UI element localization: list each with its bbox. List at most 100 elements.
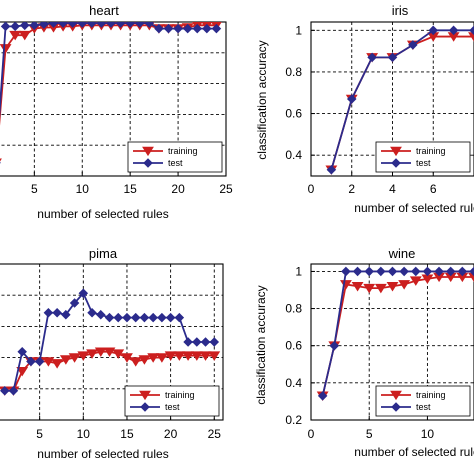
data-point-test <box>163 23 174 34</box>
data-point-test <box>445 266 456 277</box>
legend: training test <box>124 385 220 417</box>
data-point-training <box>42 357 55 367</box>
data-point-training <box>86 349 98 359</box>
data-point-training <box>138 355 151 365</box>
legend-marker-training <box>142 146 154 157</box>
x-tick-label: 10 <box>421 427 435 441</box>
data-point-test <box>192 337 202 347</box>
x-tick-label: 2 <box>348 182 355 196</box>
chart-pima: 5 10 15 20 25 pima number of selected rules tra… <box>0 246 224 461</box>
x-tick-label: 15 <box>120 427 134 441</box>
x-axis-label: number of selected rules <box>354 445 474 459</box>
data-point-training <box>468 272 474 283</box>
data-point-training <box>363 283 376 294</box>
data-point-training <box>51 359 64 369</box>
chart-title: heart <box>89 3 119 18</box>
data-point-training <box>0 158 2 162</box>
y-tick-label: 0.8 <box>285 65 302 79</box>
y-tick-label: 0.6 <box>285 339 302 353</box>
data-point-test <box>17 346 27 357</box>
y-axis-label: classification accuracy <box>254 285 268 404</box>
data-point-training <box>398 280 411 290</box>
data-point-test <box>399 266 409 277</box>
legend-marker-training <box>390 146 402 157</box>
plot-frame <box>0 263 224 421</box>
plot-frame <box>310 263 474 421</box>
x-tick-label: 5 <box>36 427 43 441</box>
x-tick-label: 25 <box>208 427 222 441</box>
data-point-test <box>96 22 107 28</box>
y-tick-label: 1 <box>295 23 302 37</box>
x-tick-label: 5 <box>366 427 373 441</box>
data-point-test <box>182 23 193 34</box>
x-tick-label: 10 <box>77 427 91 441</box>
data-point-test <box>408 40 418 50</box>
legend-marker-training <box>139 390 151 401</box>
x-axis-label: number of selected rules <box>37 207 168 221</box>
x-tick-label: 20 <box>171 182 185 196</box>
data-point-training <box>208 351 221 361</box>
chart-title: iris <box>392 3 409 18</box>
data-point-training <box>182 351 194 361</box>
data-point-training <box>94 347 107 357</box>
data-point-training <box>173 351 186 361</box>
data-point-test <box>134 22 145 28</box>
legend-label-test: test <box>168 158 183 168</box>
data-point-test <box>192 23 203 34</box>
legend: training test <box>375 141 471 173</box>
legend-marker-test <box>391 402 401 412</box>
legend: training test <box>127 141 223 173</box>
y-tick-label: 1 <box>295 264 302 278</box>
data-point-test <box>154 23 164 34</box>
legend-marker-training <box>390 390 402 401</box>
legend-label-training: training <box>416 146 446 156</box>
grid <box>311 264 474 420</box>
x-tick-label: 20 <box>164 427 178 441</box>
data-point-training <box>190 351 203 361</box>
data-point-test <box>148 312 158 323</box>
plot-area <box>0 22 222 164</box>
data-point-test <box>26 356 36 367</box>
data-point-training <box>68 353 81 363</box>
data-point-training <box>77 351 90 361</box>
data-point-test <box>428 25 439 36</box>
data-point-test <box>139 312 150 323</box>
data-point-training <box>129 357 142 367</box>
data-point-test <box>211 23 222 34</box>
data-point-training <box>199 351 212 361</box>
legend-label-training: training <box>168 146 198 156</box>
plot-area <box>0 288 221 396</box>
data-point-training <box>16 366 29 377</box>
data-point-training <box>112 349 125 359</box>
plot-area <box>325 25 474 175</box>
x-tick-label: 25 <box>219 182 233 196</box>
data-point-training <box>409 276 422 286</box>
x-tick-label: 6 <box>430 182 437 196</box>
y-tick-label: 0.6 <box>285 107 302 121</box>
data-point-test <box>78 288 89 299</box>
x-axis-label: number of selected rules <box>354 201 474 215</box>
y-tick-label: 0.4 <box>285 376 302 390</box>
data-point-test <box>77 22 88 28</box>
data-point-test <box>34 356 45 367</box>
data-point-training <box>9 30 22 41</box>
plot-area <box>316 266 474 402</box>
series-line-training <box>321 276 474 397</box>
data-point-test <box>87 307 97 318</box>
data-point-test <box>58 22 68 28</box>
data-point-test <box>29 22 40 31</box>
x-tick-label: 15 <box>123 182 137 196</box>
data-point-test <box>87 22 97 28</box>
y-tick-label: 0.8 <box>285 302 302 316</box>
data-point-test <box>457 266 468 277</box>
chart-heart: 5 10 15 20 25 heart number of selected rules tr… <box>0 3 233 221</box>
legend-label-training: training <box>165 390 195 400</box>
data-point-test <box>157 312 167 323</box>
x-tick-label: 4 <box>389 182 396 196</box>
data-point-test <box>67 22 78 28</box>
data-point-test <box>61 309 71 320</box>
data-point-test <box>69 298 80 308</box>
y-axis-label: classification accuracy <box>255 40 269 159</box>
data-point-test <box>0 22 11 32</box>
legend-marker-test <box>143 158 153 168</box>
